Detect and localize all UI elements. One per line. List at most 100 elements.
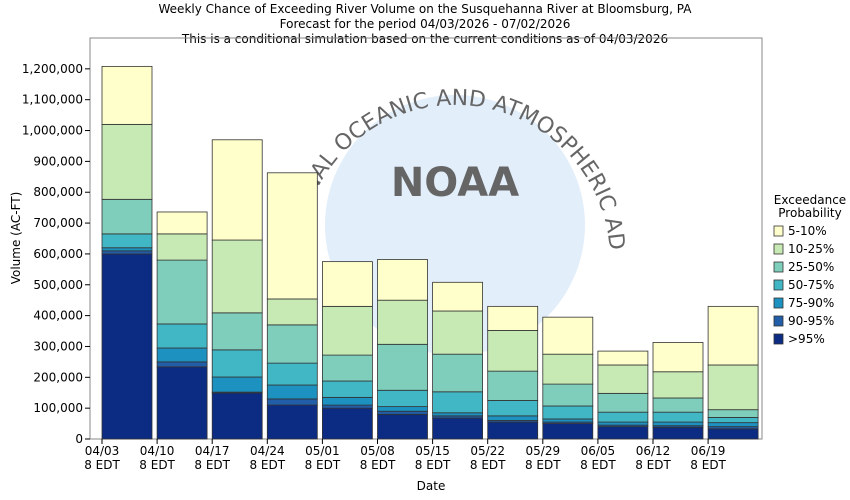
bar-segment (101, 65, 153, 125)
x-tick-label-line: 8 EDT (139, 458, 175, 472)
x-tick-label-line: 8 EDT (194, 458, 230, 472)
legend-label: 75-90% (788, 296, 834, 310)
bar-segment (321, 354, 373, 382)
bar-segment (487, 370, 539, 401)
x-tick-label: 04/03 8 EDT (84, 444, 120, 472)
x-tick-label-line: 04/17 (195, 444, 230, 458)
legend-swatch (773, 279, 784, 291)
x-tick-label: 05/15 8 EDT (415, 444, 451, 472)
bar-segment (432, 391, 484, 414)
x-tick-label-line: 8 EDT (305, 458, 341, 472)
bar-segment (156, 361, 208, 368)
bar-segment (707, 305, 759, 366)
x-tick-label: 05/29 8 EDT (525, 444, 561, 472)
y-tick-label: 1,100,000 (22, 93, 83, 107)
bar-segment (321, 396, 373, 406)
bar-segment (487, 330, 539, 372)
legend-swatch (773, 315, 784, 327)
bar-segment (101, 123, 153, 200)
legend-label: 5-10% (788, 224, 827, 238)
bar-segment (542, 353, 594, 385)
bar-segment (707, 364, 759, 411)
bar-segment (652, 342, 704, 373)
y-tick-label: 700,000 (33, 216, 83, 230)
x-tick-label-line: 06/12 (636, 444, 671, 458)
x-tick-label: 04/10 8 EDT (139, 444, 175, 472)
bar-segment (211, 312, 263, 351)
y-tick-label: 500,000 (33, 278, 83, 292)
bar-segment (377, 299, 428, 345)
bar-segment (321, 407, 373, 440)
bar-segment (321, 261, 373, 307)
bar-segment (377, 410, 428, 415)
bar-segment (597, 411, 649, 423)
legend-label: >95% (788, 332, 825, 346)
x-axis-label: Date (417, 479, 446, 493)
bar-segment (321, 380, 373, 398)
x-tick-label: 06/05 8 EDT (580, 444, 616, 472)
bar-segment (266, 384, 318, 400)
legend-title: Probability (778, 206, 841, 220)
bar-segment (707, 417, 759, 424)
y-tick-label: 200,000 (33, 370, 83, 384)
x-tick-label-line: 05/29 (526, 444, 561, 458)
x-tick-label-line: 8 EDT (470, 458, 506, 472)
x-tick-label: 06/12 8 EDT (635, 444, 671, 472)
bar-segment (266, 404, 318, 440)
bar-segment (707, 409, 759, 418)
x-tick-label-line: 8 EDT (690, 458, 726, 472)
bar-segment (211, 239, 263, 314)
bar-segment (487, 305, 539, 331)
bar-segment (377, 259, 428, 301)
bar-segment (542, 405, 594, 420)
bar-segment (432, 310, 484, 355)
bar-segment (432, 353, 484, 393)
x-tick-label-line: 8 EDT (360, 458, 396, 472)
x-tick-label-line: 8 EDT (249, 458, 285, 472)
bar-segment (542, 316, 594, 355)
bar-segment (266, 298, 318, 326)
bar-segment (652, 426, 704, 440)
x-tick-label-line: 06/05 (581, 444, 616, 458)
bar-segment (432, 412, 484, 417)
bar-segment (652, 411, 704, 423)
bar-segment (597, 364, 649, 394)
chart-title: This is a conditional simulation based o… (181, 32, 668, 46)
x-tick-label-line: 8 EDT (525, 458, 561, 472)
y-tick-label: 1,000,000 (22, 124, 83, 138)
bar-segment (156, 259, 208, 325)
bar-segment (101, 233, 153, 249)
bar-segment (156, 366, 208, 440)
bar-segment (101, 253, 153, 440)
bar-segment (211, 349, 263, 378)
bar-segment (377, 406, 428, 412)
x-tick-label-line: 06/19 (691, 444, 726, 458)
y-tick-label: 1,200,000 (22, 62, 83, 76)
y-axis-label: Volume (AC-FT) (9, 192, 23, 285)
bar-segment (101, 250, 153, 255)
legend-label: 10-25% (788, 242, 834, 256)
x-tick-label-line: 04/10 (140, 444, 175, 458)
bar-segment (542, 418, 594, 423)
bar-segment (101, 247, 153, 252)
legend-label: 25-50% (788, 260, 834, 274)
bar-segment (542, 383, 594, 407)
legend-title: Exceedance (774, 193, 846, 207)
bar-segment (432, 417, 484, 440)
bar-segment (542, 423, 594, 440)
bar-segment (266, 324, 318, 364)
x-tick-label-line: 05/22 (470, 444, 505, 458)
y-tick-label: 0 (75, 432, 83, 446)
bar-segment (211, 376, 263, 393)
x-tick-label-line: 8 EDT (84, 458, 120, 472)
legend-swatch (773, 261, 784, 273)
bar-segment (707, 428, 759, 440)
x-tick-label: 06/19 8 EDT (690, 444, 726, 472)
y-tick-label: 800,000 (33, 185, 83, 199)
watermark-logo: NOAA (391, 160, 519, 206)
bar-segment (156, 211, 208, 235)
x-tick-label-line: 04/24 (250, 444, 285, 458)
bar-segment (156, 233, 208, 261)
bar-segment (597, 421, 649, 426)
